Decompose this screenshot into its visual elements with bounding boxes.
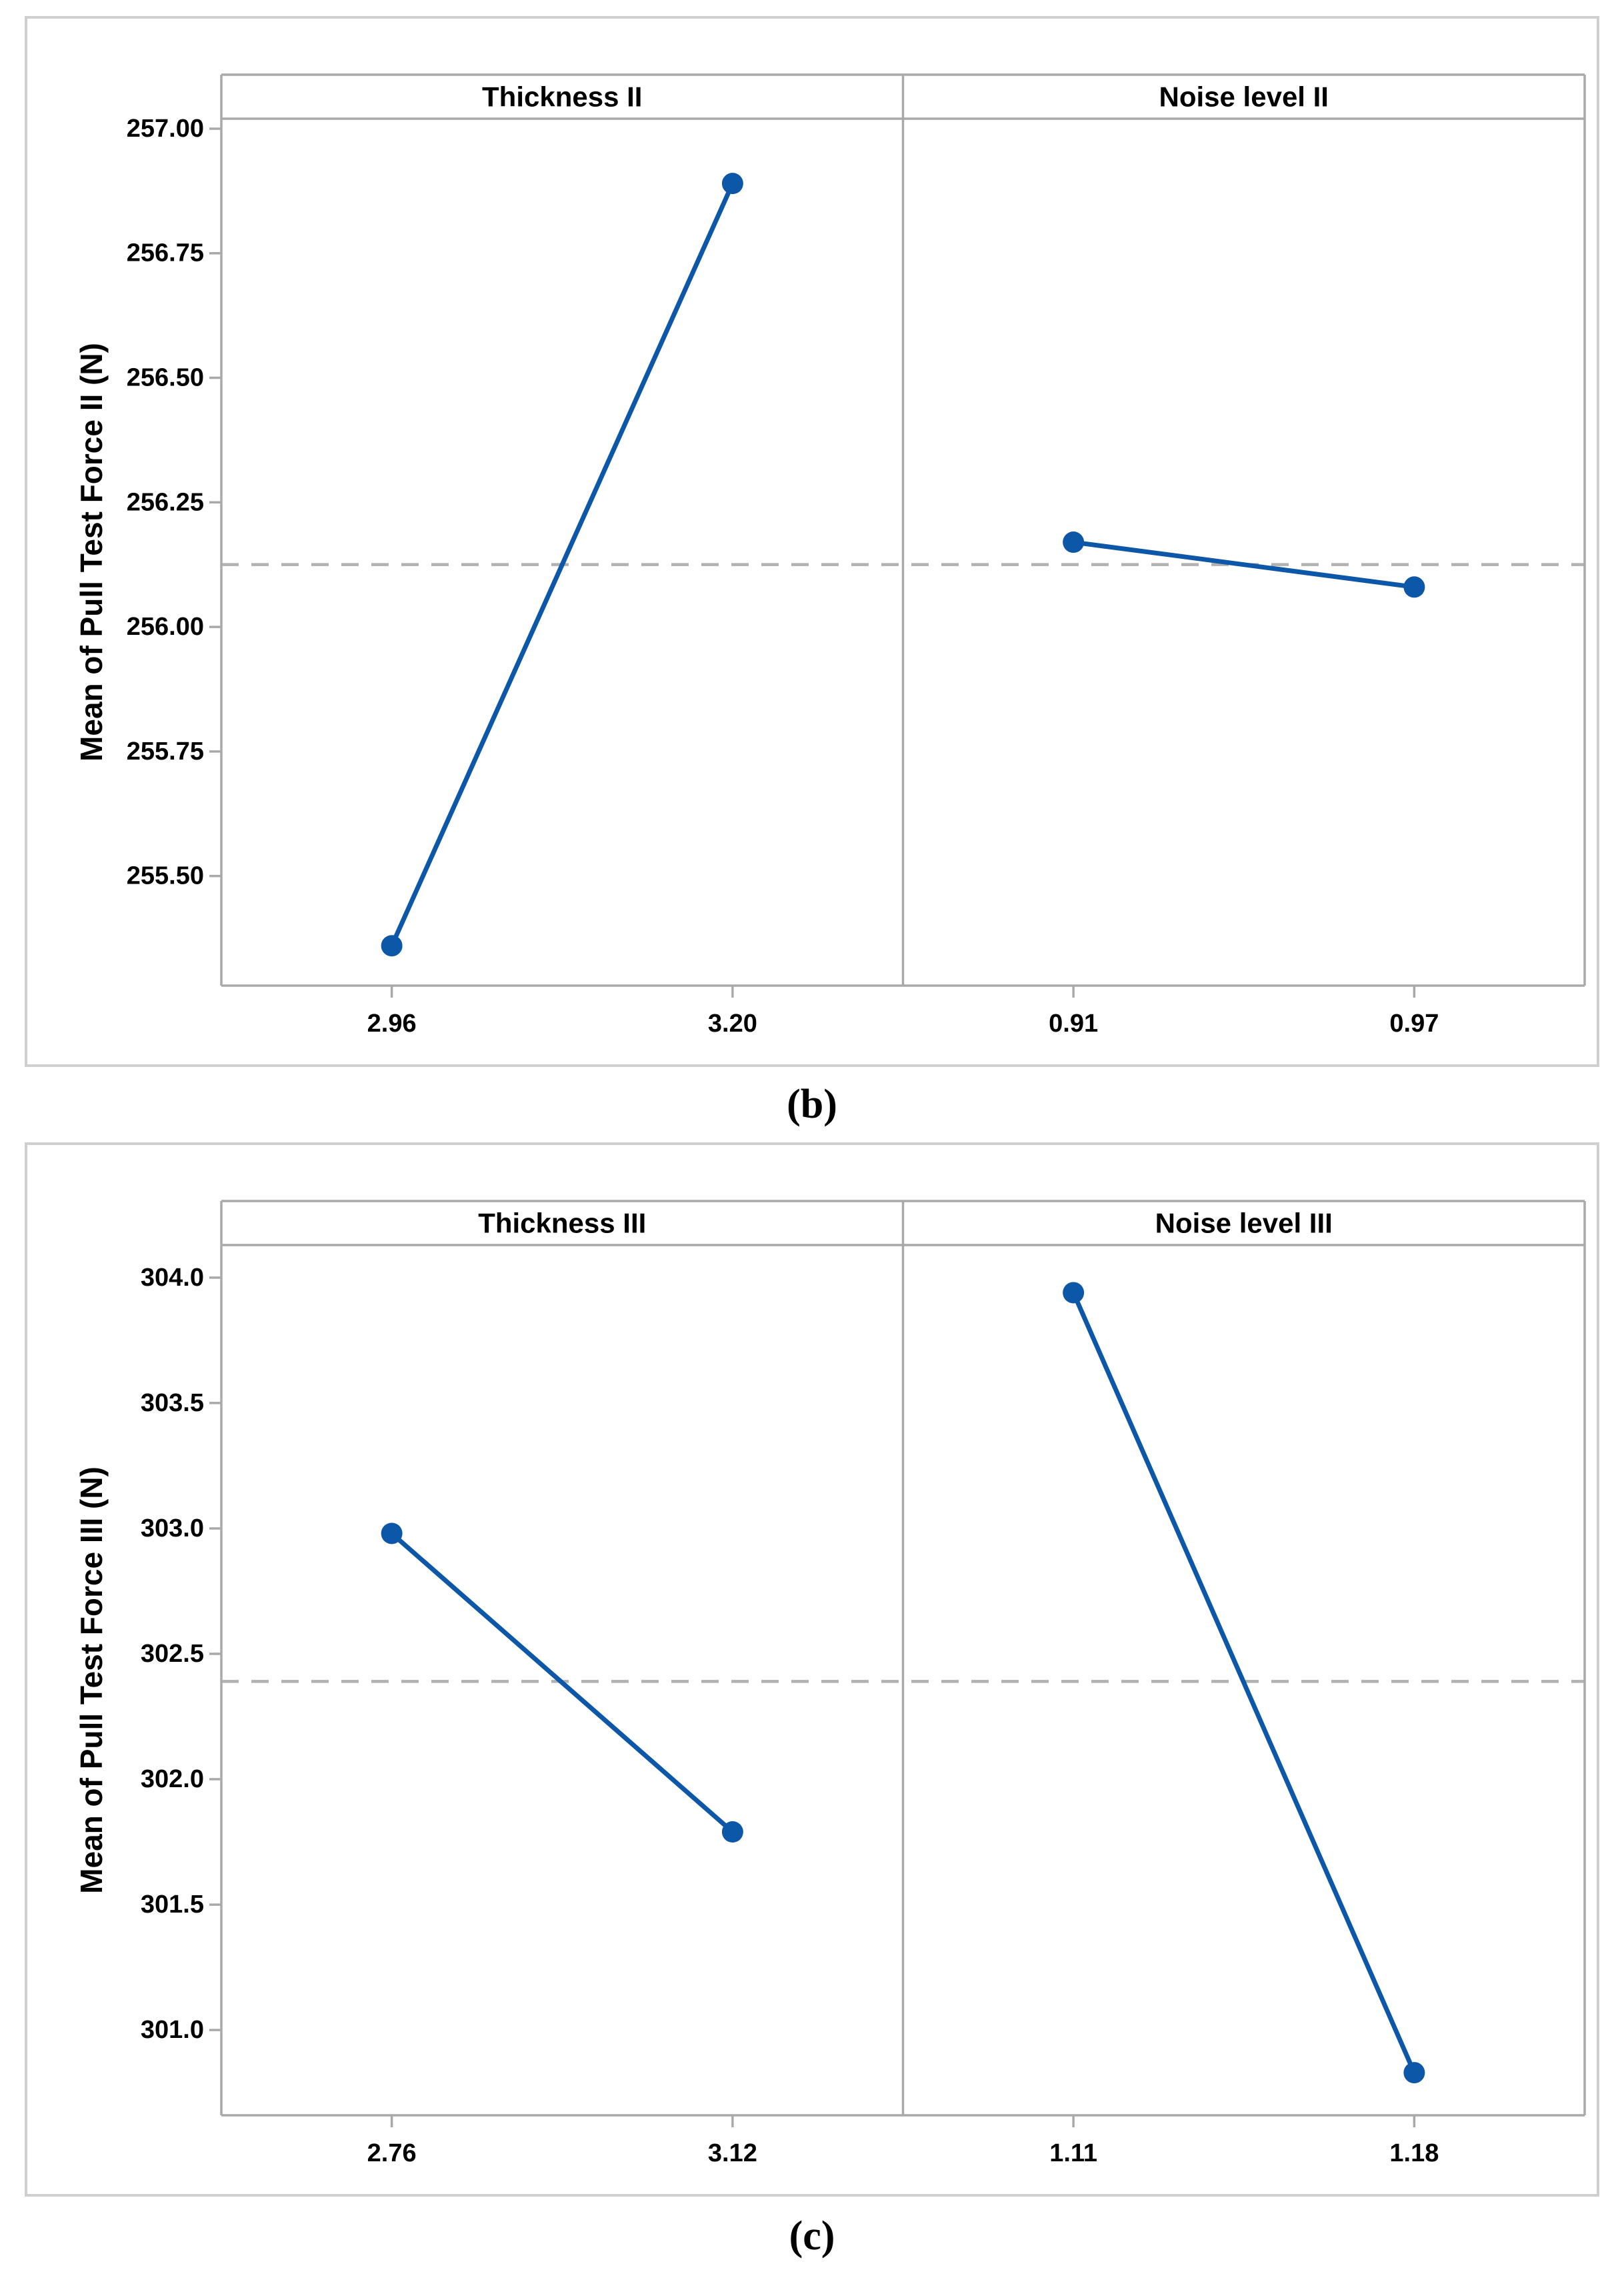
y-tick-label: 302.5: [141, 1640, 204, 1668]
main-effects-chart-b: 255.50 255.75 256.00 256.25 256.50 256.75 257.…: [74, 73, 1586, 1038]
data-point-marker: [381, 935, 403, 957]
data-point-marker: [1403, 576, 1425, 598]
y-tick-label: 257.00: [127, 115, 204, 143]
y-tick-label: 303.5: [141, 1389, 204, 1417]
y-tick-label: 301.0: [141, 2016, 204, 2044]
y-axis-title: Mean of Pull Test Force II (N): [74, 343, 109, 762]
y-axis-title: Mean of Pull Test Force III (N): [74, 1466, 109, 1894]
caption-row-b: (b): [0, 1067, 1624, 1142]
y-tick-label: 256.50: [127, 364, 204, 392]
caption-row-c: (c): [0, 2197, 1624, 2276]
data-point-marker: [721, 173, 743, 195]
x-tick-label: 2.76: [367, 2139, 417, 2167]
x-tick-label: 1.11: [1049, 2139, 1097, 2167]
x-tick-label: 3.20: [708, 1010, 757, 1038]
data-point-marker: [1403, 2062, 1425, 2084]
data-point-marker: [381, 1522, 403, 1544]
figure-caption-b: (b): [787, 1082, 837, 1127]
x-tick-label: 3.12: [708, 2139, 757, 2167]
data-point-marker: [721, 1821, 743, 1843]
effect-line: [1071, 1292, 1417, 2074]
main-effects-plot-c: 301.0 301.5 302.0 302.5 303.0 303.5 304.0 Mean …: [25, 1142, 1599, 2197]
data-point-marker: [1063, 1282, 1085, 1304]
effect-line: [389, 182, 735, 947]
main-effects-chart-c: 301.0 301.5 302.0 302.5 303.0 303.5 304.0 Mean …: [74, 1200, 1586, 2167]
x-tick-label: 1.18: [1389, 2139, 1439, 2167]
figure-caption-c: (c): [789, 2213, 835, 2259]
effect-line: [1073, 539, 1415, 590]
effect-line: [390, 1531, 735, 1834]
main-effects-plot-b: 255.50 255.75 256.00 256.25 256.50 256.75 257.…: [25, 16, 1599, 1067]
x-tick-label: 2.96: [367, 1010, 417, 1038]
data-point-marker: [1063, 531, 1085, 553]
y-tick-label: 256.75: [127, 239, 204, 267]
y-tick-label: 301.5: [141, 1891, 204, 1919]
panel-title: Thickness II: [482, 81, 642, 113]
y-tick-label: 256.25: [127, 488, 204, 516]
y-tick-label: 255.75: [127, 738, 204, 766]
y-tick-label: 304.0: [141, 1264, 204, 1292]
panel-title: Noise level III: [1155, 1208, 1333, 1239]
panel-title: Thickness III: [478, 1208, 646, 1239]
y-tick-label: 302.0: [141, 1765, 204, 1793]
y-tick-label: 256.00: [127, 613, 204, 641]
panel-title: Noise level II: [1159, 81, 1329, 113]
x-tick-label: 0.91: [1049, 1010, 1098, 1038]
y-tick-label: 255.50: [127, 862, 204, 890]
x-tick-label: 0.97: [1389, 1010, 1439, 1038]
y-tick-label: 303.0: [141, 1514, 204, 1542]
